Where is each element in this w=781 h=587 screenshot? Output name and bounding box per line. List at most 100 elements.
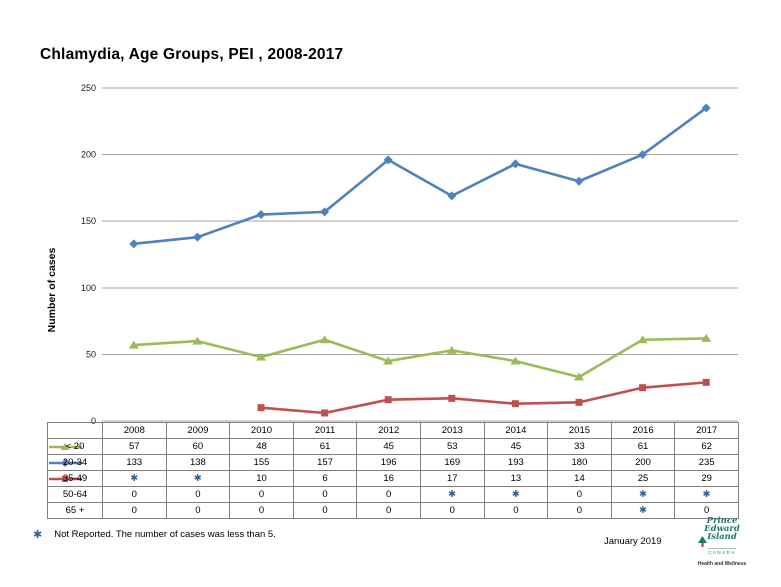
year-header-cell: 2013 (419, 422, 485, 439)
page-title: Chlamydia, Age Groups, PEI , 2008-2017 (40, 46, 344, 63)
legend-cell: 20-34 (47, 454, 103, 471)
value-cell: ✱ (419, 486, 485, 503)
value-cell: 33 (547, 438, 612, 455)
value-cell: 61 (292, 438, 358, 455)
value-cell: 235 (674, 454, 739, 471)
data-point (702, 378, 710, 386)
year-header-cell: 2012 (356, 422, 421, 439)
y-axis-tick-label: 50 (86, 349, 96, 359)
tree-icon (698, 536, 707, 547)
y-axis-tick-label: 100 (81, 283, 96, 293)
value-cell: 0 (356, 502, 421, 519)
y-axis-tick-label: 150 (81, 216, 96, 226)
not-reported-icon: ✱ (193, 473, 202, 484)
value-cell: 200 (610, 454, 676, 471)
table-row: 20-34 133 138 155 157 196 169 193 180 200 235 (47, 454, 739, 471)
value-cell: 10 (229, 470, 294, 487)
not-reported-icon: ✱ (130, 473, 139, 484)
logo-department: Health and Wellness (697, 561, 747, 567)
year-header-cell: 2010 (229, 422, 294, 439)
legend-cell: 65 + (47, 502, 103, 519)
data-point (192, 232, 202, 242)
legend-cell: 35-49 (47, 470, 103, 487)
data-point (574, 372, 584, 381)
value-cell: 0 (547, 486, 612, 503)
data-point (638, 150, 648, 160)
value-cell: 157 (292, 454, 358, 471)
value-cell: 0 (229, 486, 294, 503)
data-point (383, 155, 393, 165)
y-axis-tick-label: 250 (81, 83, 96, 93)
value-cell: 0 (102, 502, 167, 519)
data-point (701, 103, 711, 113)
data-point (511, 400, 519, 408)
series-label: 35-49 (62, 473, 88, 484)
data-point (575, 398, 583, 406)
not-reported-icon: ✱ (511, 489, 520, 500)
value-cell: 0 (356, 486, 421, 503)
data-point (60, 442, 70, 450)
not-reported-icon: ✱ (639, 505, 648, 516)
table-row: 35-49 ✱ ✱ 10 6 16 17 13 14 25 29 (47, 470, 739, 487)
value-cell: 169 (419, 454, 485, 471)
line-chart: 0 50 100 150 200 250 (81, 83, 738, 426)
data-point (320, 207, 330, 217)
footnote-text: Not Reported. The number of cases was le… (54, 529, 276, 540)
series-label: < 20 (65, 441, 85, 452)
value-cell: 6 (292, 470, 358, 487)
series-label: 50-64 (62, 489, 88, 500)
year-header-cell: 2015 (547, 422, 612, 439)
footnote: ✱ Not Reported. The number of cases was … (33, 529, 276, 540)
value-cell: 57 (102, 438, 167, 455)
value-cell: 180 (547, 454, 612, 471)
value-cell: 138 (165, 454, 231, 471)
value-cell: 193 (483, 454, 549, 471)
value-cell: 60 (165, 438, 231, 455)
data-point (128, 340, 139, 349)
data-point (510, 159, 520, 169)
year-header-row: 2008 2009 2010 2011 2012 2013 2014 2015 2016 2017 (47, 422, 739, 439)
legend-cell: 50-64 (47, 486, 103, 503)
table-row: 65 +0 0 0 0 0 0 0 0 ✱ 0 (47, 502, 739, 519)
data-point (701, 333, 712, 342)
value-cell: 0 (165, 502, 231, 519)
table-row: 50-64 0 0 0 0 0 ✱ ✱ 0 ✱ ✱ (47, 486, 739, 503)
series-line-<20 (132, 337, 708, 379)
y-axis-tick-label: 200 (81, 150, 96, 160)
data-point (61, 458, 69, 467)
data-point (510, 356, 521, 365)
not-reported-icon: ✱ (639, 489, 648, 500)
table-row: < 20 57 60 48 61 45 53 45 33 61 62 (47, 438, 739, 455)
value-cell: 0 (102, 486, 167, 503)
value-cell: 61 (610, 438, 676, 455)
not-reported-icon: ✱ (448, 489, 457, 500)
value-cell: 196 (356, 454, 421, 471)
value-cell: 45 (483, 438, 549, 455)
year-header-cell: 2011 (292, 422, 358, 439)
data-point (383, 356, 394, 365)
data-point (637, 335, 648, 344)
data-point (448, 394, 456, 402)
pei-logo: Prince Edward Island CANADA Health and W… (693, 517, 751, 567)
value-cell: ✱ (483, 486, 549, 503)
y-axis-tick-label: 0 (91, 416, 96, 426)
value-cell: 17 (419, 470, 485, 487)
data-point (256, 352, 266, 361)
series-line-35-49 (259, 381, 708, 415)
value-cell: 0 (483, 502, 549, 519)
value-cell: 29 (674, 470, 739, 487)
value-cell: 14 (547, 470, 612, 487)
data-point (446, 345, 457, 354)
empty-corner-cell (47, 422, 103, 439)
value-cell: ✱ (102, 470, 167, 487)
value-cell: 62 (674, 438, 739, 455)
data-point (321, 409, 329, 417)
value-cell: 0 (292, 502, 358, 519)
value-cell: 0 (547, 502, 612, 519)
value-cell: 133 (102, 454, 167, 471)
value-cell: 0 (674, 502, 739, 519)
year-header-cell: 2017 (674, 422, 739, 439)
value-cell: 13 (483, 470, 549, 487)
value-cell: ✱ (674, 486, 739, 503)
